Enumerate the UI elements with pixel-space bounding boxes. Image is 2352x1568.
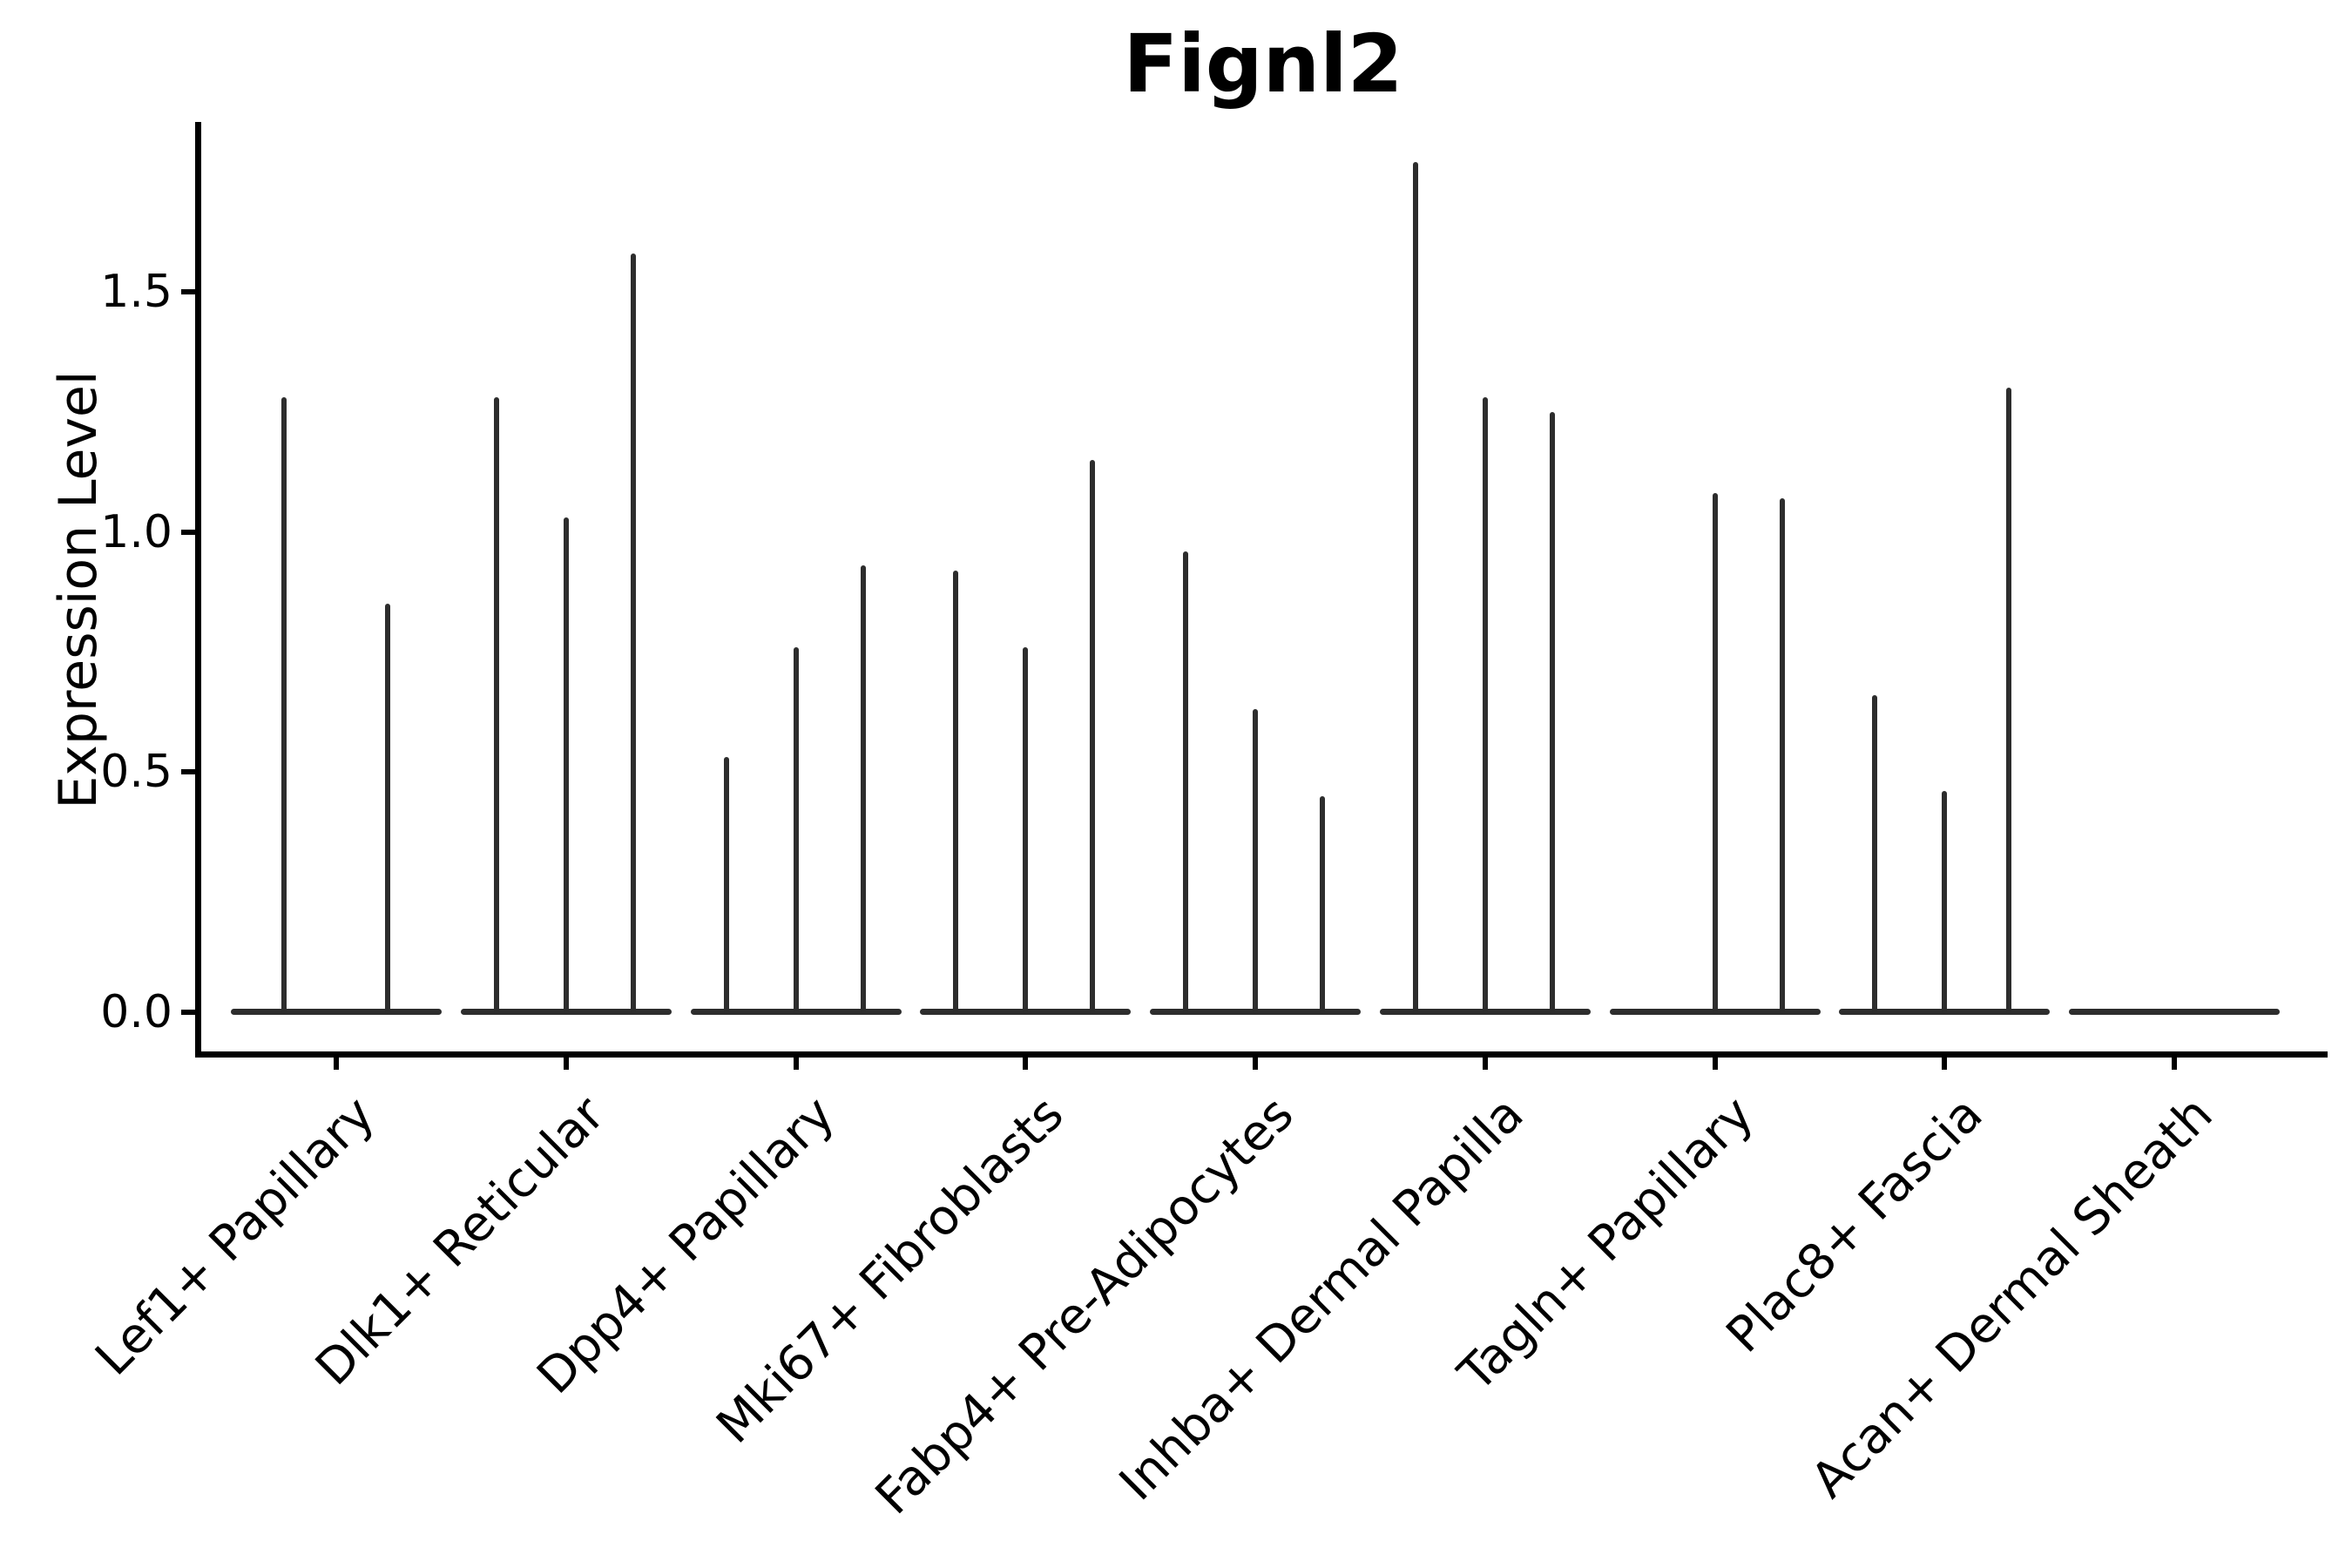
expression-spike bbox=[493, 397, 499, 1015]
x-tick-mark bbox=[2172, 1058, 2177, 1070]
x-tick-label: Inhba+ Dermal Papilla bbox=[1108, 1085, 1535, 1512]
expression-spike bbox=[1023, 646, 1029, 1015]
x-tick-label: Fabp4+ Pre-Adipocytes bbox=[864, 1085, 1305, 1526]
expression-spike bbox=[1412, 162, 1418, 1015]
expression-spike bbox=[1090, 459, 1096, 1015]
expression-spike bbox=[385, 604, 390, 1015]
x-tick-mark bbox=[793, 1058, 799, 1070]
x-tick-label: Dpp4+ Papillary bbox=[525, 1085, 846, 1405]
x-tick-mark bbox=[1712, 1058, 1718, 1070]
x-tick-mark bbox=[1482, 1058, 1488, 1070]
expression-spike bbox=[1712, 493, 1718, 1015]
expression-spike bbox=[1779, 497, 1785, 1015]
y-axis-label: Expression Level bbox=[48, 370, 109, 809]
expression-spike bbox=[630, 253, 636, 1015]
expression-spike bbox=[281, 397, 287, 1015]
expression-spike bbox=[563, 517, 569, 1015]
y-tick-mark bbox=[181, 1009, 195, 1015]
x-tick-mark bbox=[1253, 1058, 1258, 1070]
y-tick-mark bbox=[181, 769, 195, 774]
expression-spike bbox=[1549, 411, 1555, 1015]
y-axis-spine bbox=[195, 122, 201, 1058]
y-tick-label: 1.5 bbox=[100, 266, 172, 318]
x-tick-mark bbox=[563, 1058, 569, 1070]
x-axis-spine bbox=[195, 1051, 2328, 1058]
chart-title: Fignl2 bbox=[1123, 17, 1403, 111]
x-tick-label: Plac8+ Fascia bbox=[1715, 1085, 1994, 1364]
violin-baseline bbox=[2069, 1009, 2280, 1015]
expression-spike bbox=[2006, 388, 2012, 1015]
expression-spike bbox=[1253, 709, 1258, 1015]
x-tick-label: Tagln+ Papillary bbox=[1447, 1085, 1765, 1402]
expression-spike bbox=[1482, 397, 1488, 1015]
y-tick-mark bbox=[181, 529, 195, 535]
x-tick-label: Acan+ Dermal Sheath bbox=[1800, 1085, 2224, 1510]
expression-spike bbox=[860, 565, 866, 1015]
y-tick-mark bbox=[181, 289, 195, 294]
y-tick-label: 0.0 bbox=[100, 985, 172, 1038]
x-tick-mark bbox=[1023, 1058, 1029, 1070]
x-tick-mark bbox=[1942, 1058, 1948, 1070]
expression-spike bbox=[1183, 551, 1188, 1015]
x-tick-mark bbox=[334, 1058, 339, 1070]
expression-spike bbox=[1320, 795, 1325, 1015]
expression-spike bbox=[953, 570, 959, 1015]
expression-spike bbox=[793, 646, 799, 1015]
y-tick-label: 1.0 bbox=[100, 505, 172, 558]
expression-spike bbox=[1942, 791, 1948, 1015]
expression-spike bbox=[723, 757, 729, 1015]
violin-baseline bbox=[231, 1009, 442, 1015]
expression-spike bbox=[1872, 694, 1878, 1015]
x-tick-label: Dlk1+ Reticular bbox=[304, 1085, 616, 1396]
x-tick-label: Mki67+ Fibroblasts bbox=[706, 1085, 1075, 1455]
y-tick-label: 0.5 bbox=[100, 746, 172, 798]
